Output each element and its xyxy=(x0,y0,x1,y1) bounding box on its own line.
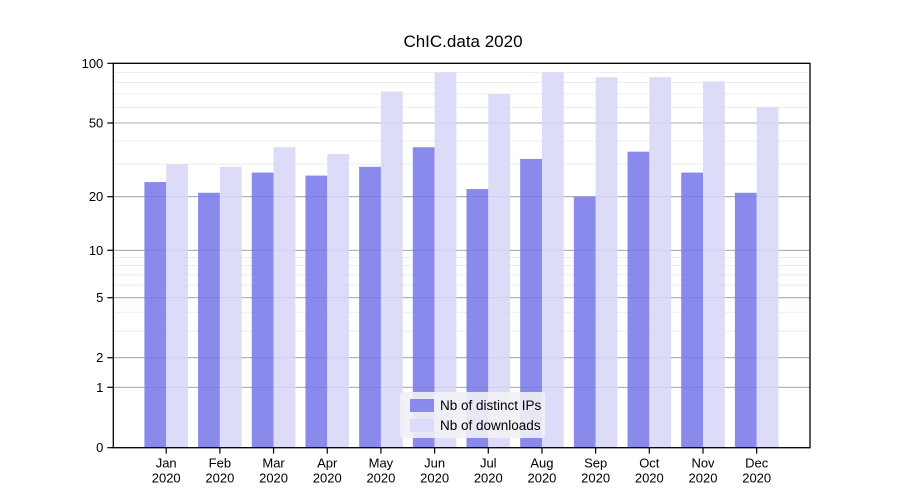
svg-text:May: May xyxy=(369,456,394,471)
svg-text:50: 50 xyxy=(89,116,103,131)
svg-text:20: 20 xyxy=(89,189,103,204)
svg-text:Feb: Feb xyxy=(209,456,231,471)
svg-text:2020: 2020 xyxy=(581,471,610,486)
svg-text:2: 2 xyxy=(96,350,103,365)
svg-text:2020: 2020 xyxy=(689,471,718,486)
svg-text:ChIC.data 2020: ChIC.data 2020 xyxy=(403,32,522,51)
svg-text:Dec: Dec xyxy=(745,456,769,471)
svg-text:Sep: Sep xyxy=(584,456,607,471)
svg-text:Mar: Mar xyxy=(262,456,285,471)
svg-text:Jun: Jun xyxy=(424,456,445,471)
svg-text:2020: 2020 xyxy=(474,471,503,486)
svg-text:2020: 2020 xyxy=(742,471,771,486)
svg-text:2020: 2020 xyxy=(366,471,395,486)
svg-text:2020: 2020 xyxy=(259,471,288,486)
svg-text:2020: 2020 xyxy=(152,471,181,486)
svg-text:2020: 2020 xyxy=(527,471,556,486)
svg-text:Nb of distinct IPs: Nb of distinct IPs xyxy=(440,398,542,413)
svg-text:10: 10 xyxy=(89,243,103,258)
svg-text:Aug: Aug xyxy=(530,456,553,471)
svg-text:Oct: Oct xyxy=(639,456,660,471)
svg-text:2020: 2020 xyxy=(420,471,449,486)
svg-text:2020: 2020 xyxy=(313,471,342,486)
svg-text:2020: 2020 xyxy=(205,471,234,486)
svg-text:Apr: Apr xyxy=(317,456,338,471)
svg-text:Jan: Jan xyxy=(156,456,177,471)
svg-text:2020: 2020 xyxy=(635,471,664,486)
svg-text:5: 5 xyxy=(96,290,103,305)
svg-text:1: 1 xyxy=(96,380,103,395)
svg-text:0: 0 xyxy=(96,440,103,455)
svg-text:Nov: Nov xyxy=(691,456,715,471)
svg-text:Jul: Jul xyxy=(480,456,497,471)
svg-text:100: 100 xyxy=(82,56,104,71)
svg-text:Nb of downloads: Nb of downloads xyxy=(440,418,541,433)
